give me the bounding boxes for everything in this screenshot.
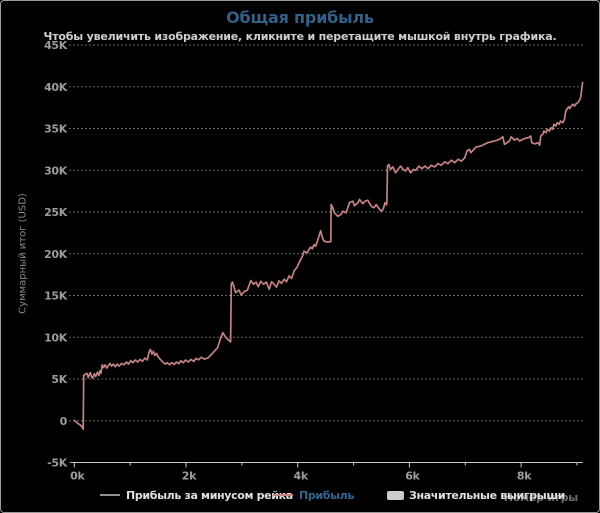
y-tick-label: -5K [47,457,68,470]
legend-item-profit: Прибыль [273,488,354,502]
y-tick-label: 45K [44,39,68,52]
rake-line-swatch-icon [100,494,120,496]
y-tick-label: 30K [44,164,68,177]
x-axis-title: Номер игры [503,491,578,504]
legend-label: Значительные выигрыши [409,488,566,502]
y-tick-label: 0 [60,415,68,428]
x-tick-label: 4k [294,470,309,483]
y-tick-label: 10K [44,331,68,344]
x-tick-label: 0k [70,470,85,483]
big-wins-swatch-icon [387,490,404,500]
y-tick-label: 15K [44,290,68,303]
y-tick-label: 35K [44,123,68,136]
y-tick-label: 40K [44,81,68,94]
y-tick-label: 20K [44,248,68,261]
y-axis-title: Суммарный итог (USD) [17,193,29,314]
x-tick-label: 6k [405,470,420,483]
legend-label: Прибыль за минусом рейка [126,488,293,502]
legend-item-profit-minus-rake: Прибыль за минусом рейка [100,488,293,502]
profit-line-series [73,81,584,430]
x-tick-label: 2k [182,470,197,483]
legend-label: Прибыль [299,488,354,502]
x-tick-label: 8k [517,470,532,483]
profit-line-swatch-icon [273,494,293,496]
chart-title: Общая прибыль [226,8,374,27]
y-tick-label: 5K [51,373,67,386]
chart-subtitle-hint: Чтобы увеличить изображение, кликните и … [43,30,557,43]
y-tick-label: 25K [44,206,68,219]
legend-item-big-wins: Значительные выигрыши [387,488,565,502]
